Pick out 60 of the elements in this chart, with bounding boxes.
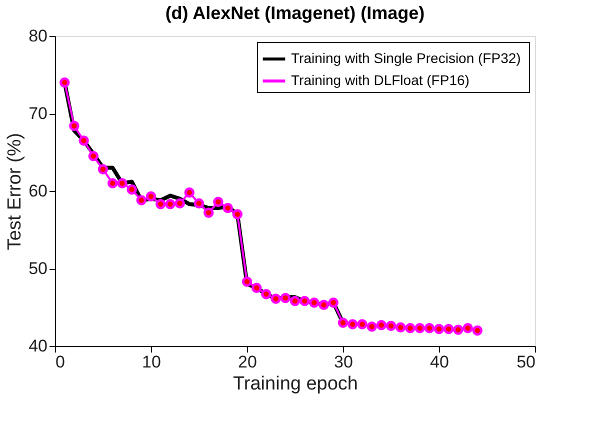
- point: [78, 136, 89, 146]
- point: [174, 198, 185, 209]
- point: [405, 323, 416, 334]
- point: [299, 296, 310, 306]
- point: [146, 191, 156, 202]
- point: [59, 77, 70, 88]
- point: [98, 164, 108, 174]
- point: [328, 297, 339, 308]
- point: [117, 178, 128, 188]
- point: [424, 323, 435, 334]
- point: [386, 320, 396, 331]
- point: [251, 282, 262, 293]
- point: [136, 195, 147, 206]
- chart-title: (d) AlexNet (Imagenet) (Image): [165, 3, 425, 23]
- legend-label: Training with Single Precision (FP32): [291, 50, 521, 66]
- point: [165, 199, 176, 210]
- x-tick-label: 20: [238, 352, 257, 372]
- point: [194, 198, 204, 209]
- x-tick-label: 10: [142, 352, 161, 372]
- y-axis-title: Test Error (%): [4, 132, 26, 250]
- point: [270, 294, 281, 304]
- point: [232, 209, 243, 220]
- point: [88, 151, 99, 162]
- point: [213, 196, 224, 207]
- y-tick-label: 80: [28, 26, 48, 46]
- x-tick-label: 50: [516, 352, 536, 372]
- point: [318, 300, 329, 310]
- point: [338, 318, 348, 328]
- point: [280, 292, 291, 304]
- y-tick-label: 70: [28, 104, 48, 123]
- legend-label: Training with DLFloat (FP16): [291, 72, 470, 88]
- point: [203, 208, 214, 218]
- point: [126, 184, 137, 195]
- point: [69, 120, 80, 132]
- x-tick-label: 0: [56, 352, 65, 372]
- y-tick-label: 60: [28, 182, 48, 200]
- point: [462, 323, 473, 334]
- point: [357, 319, 368, 330]
- x-axis-title: Training epoch: [233, 374, 358, 394]
- y-tick-label: 50: [28, 259, 48, 278]
- point: [242, 276, 252, 287]
- x-tick-label: 30: [334, 352, 353, 372]
- point: [155, 199, 166, 210]
- point: [290, 296, 300, 306]
- point: [222, 202, 233, 214]
- point: [261, 288, 272, 300]
- point: [347, 319, 358, 330]
- point: [184, 187, 195, 198]
- point: [395, 322, 406, 333]
- point: [107, 178, 118, 188]
- point: [376, 320, 387, 330]
- point: [472, 325, 483, 336]
- point: [309, 297, 320, 308]
- point: [453, 324, 464, 335]
- x-tick-label: 40: [430, 352, 449, 372]
- point: [443, 324, 454, 334]
- y-tick-label: 40: [28, 336, 48, 356]
- point: [414, 323, 425, 334]
- point: [434, 324, 444, 334]
- point: [366, 322, 377, 332]
